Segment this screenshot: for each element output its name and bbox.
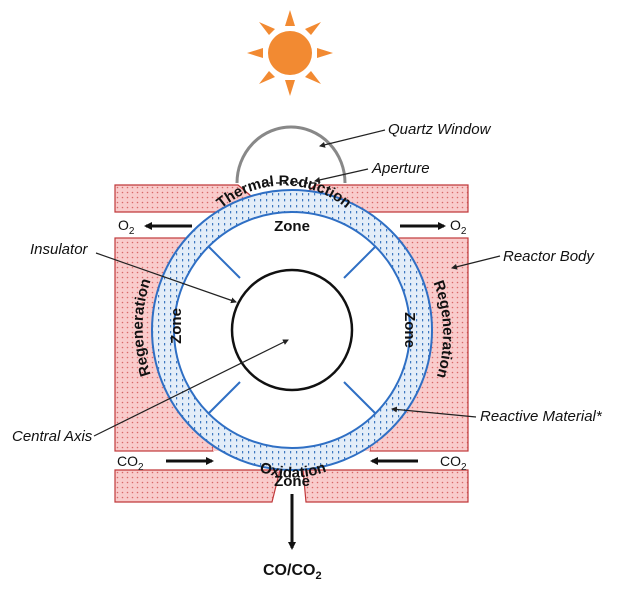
aperture-callout: Aperture — [314, 160, 430, 183]
central-axis-label: Central Axis — [12, 428, 93, 445]
aperture-label: Aperture — [371, 160, 430, 177]
thermal-reduction-zone-label: Zone — [274, 218, 310, 235]
co2-right-inflow: CO2 — [370, 453, 467, 473]
insulator-callout: Insulator — [30, 241, 237, 304]
left-regeneration-zone-label: Zone — [168, 308, 185, 344]
oxidation-zone-label: Zone — [274, 473, 310, 490]
quartz-window-label: Quartz Window — [388, 121, 492, 138]
oxidation-label: Oxidation — [258, 459, 328, 482]
reactor-body-label: Reactor Body — [503, 248, 595, 265]
co2-left-label: CO2 — [117, 453, 144, 473]
central-tube — [230, 268, 354, 392]
reactor-body-callout: Reactor Body — [451, 248, 595, 270]
insulator-spokes — [208, 246, 376, 414]
co2-right-label: CO2 — [440, 453, 467, 473]
reactor-bottom-right-block — [302, 469, 469, 503]
o2-right-outflow: O2 — [400, 217, 467, 237]
o2-left-outflow: O2 — [118, 217, 192, 237]
quartz-window — [235, 125, 347, 184]
right-regeneration-zone-label: Zone — [401, 312, 418, 348]
insulator-label: Insulator — [30, 241, 89, 258]
reactive-material-callout: Reactive Material* — [391, 406, 603, 425]
product-outflow: CO/CO2 — [263, 494, 322, 582]
reactor-bottom-left-block — [114, 469, 281, 503]
quartz-window-callout: Quartz Window — [319, 121, 492, 148]
reactive-material-label: Reactive Material* — [480, 408, 603, 425]
central-axis-callout: Central Axis — [12, 339, 289, 445]
o2-right-label: O2 — [450, 217, 467, 237]
co2-left-inflow: CO2 — [117, 453, 214, 473]
o2-left-label: O2 — [118, 217, 135, 237]
product-label: CO/CO2 — [263, 562, 322, 582]
sun-icon — [247, 10, 333, 96]
